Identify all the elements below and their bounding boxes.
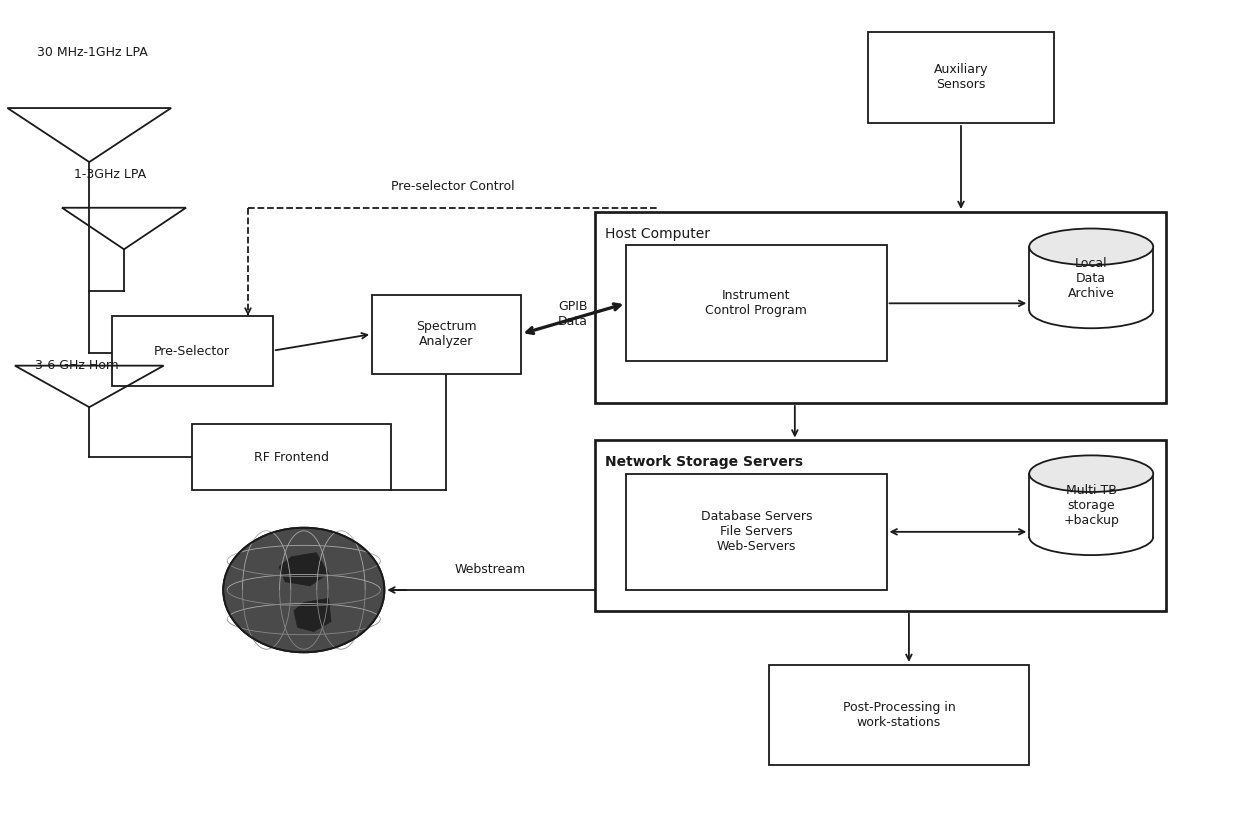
Bar	[1029, 474, 1153, 537]
Text: Database Servers
File Servers
Web-Servers: Database Servers File Servers Web-Server…	[701, 510, 812, 553]
Text: Auxiliary
Sensors: Auxiliary Sensors	[934, 63, 988, 91]
Text: 1-3GHz LPA: 1-3GHz LPA	[74, 168, 146, 181]
Text: Spectrum
Analyzer: Spectrum Analyzer	[417, 321, 476, 348]
Text: Local
Data
Archive: Local Data Archive	[1068, 257, 1115, 300]
Ellipse shape	[1029, 455, 1153, 492]
Text: Pre-Selector: Pre-Selector	[154, 345, 231, 357]
Bar	[112, 316, 273, 386]
Bar	[595, 440, 1166, 611]
Bar	[868, 32, 1054, 123]
Text: Network Storage Servers: Network Storage Servers	[605, 455, 804, 470]
Bar	[626, 245, 887, 361]
Bar	[372, 295, 521, 374]
Bar	[595, 212, 1166, 403]
Text: Multi TB
storage
+backup: Multi TB storage +backup	[1063, 484, 1120, 527]
Bar	[1029, 247, 1153, 310]
Text: Pre-selector Control: Pre-selector Control	[391, 179, 515, 193]
Text: Post-Processing in
work-stations: Post-Processing in work-stations	[843, 701, 955, 729]
Polygon shape	[294, 598, 331, 632]
Bar	[769, 665, 1029, 765]
Text: Instrument
Control Program: Instrument Control Program	[706, 289, 807, 317]
Text: Webstream: Webstream	[454, 563, 526, 576]
Text: 30 MHz-1GHz LPA: 30 MHz-1GHz LPA	[37, 46, 148, 59]
Bar	[626, 474, 887, 590]
Text: RF Frontend: RF Frontend	[254, 450, 329, 464]
Bar	[192, 424, 391, 490]
Ellipse shape	[1029, 229, 1153, 265]
Text: GPIB
Data: GPIB Data	[558, 300, 588, 328]
Text: Host Computer: Host Computer	[605, 227, 711, 241]
Text: 3-6 GHz Horn: 3-6 GHz Horn	[35, 359, 118, 372]
Polygon shape	[279, 553, 329, 586]
Ellipse shape	[223, 528, 384, 652]
